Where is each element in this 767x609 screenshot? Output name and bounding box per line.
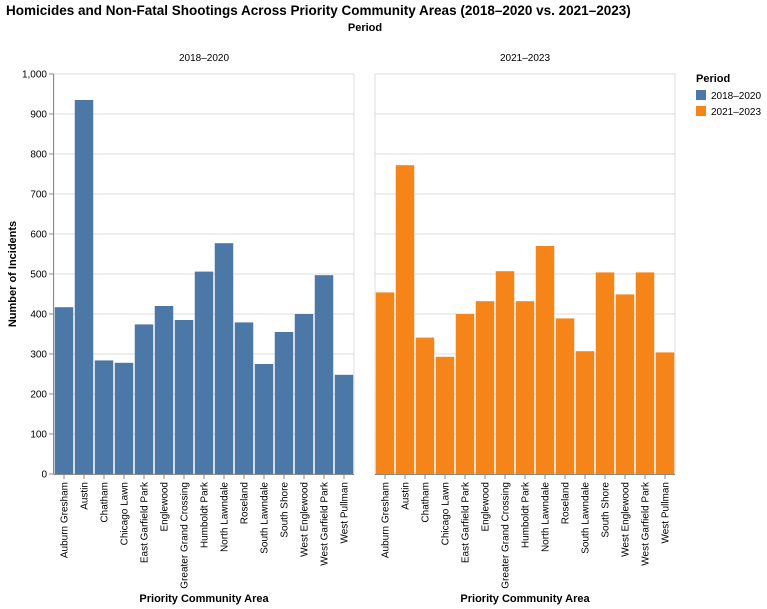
facet-panel: 2021–2023 Auburn Gresham Austin Chatham Chic… <box>374 53 676 605</box>
x-tick-label: Humboldt Park <box>200 481 211 548</box>
bar <box>334 374 354 474</box>
x-tick-label: West Garfield Park <box>320 481 331 566</box>
x-tick-label: Roseland <box>240 482 251 524</box>
y-tick-label: 300 <box>30 350 47 361</box>
x-tick-label: West Englewood <box>300 482 311 557</box>
x-tick-label: West Pullman <box>661 482 672 544</box>
x-tick-label: Chicago Lawn <box>441 482 452 545</box>
x-tick-label: Humboldt Park <box>521 481 532 548</box>
bar <box>194 271 214 474</box>
x-tick-label: East Garfield Park <box>461 481 472 563</box>
legend-swatch <box>696 106 706 116</box>
bar <box>475 301 495 474</box>
y-tick-label: 700 <box>30 190 47 201</box>
x-tick-label: West Englewood <box>621 482 632 557</box>
bar <box>655 352 675 474</box>
bar <box>595 272 615 474</box>
x-tick-label: North Lawndale <box>541 482 552 552</box>
x-tick-label: Englewood <box>160 482 171 531</box>
y-tick-label: 200 <box>30 390 47 401</box>
legend-title: Period <box>696 73 730 85</box>
bar <box>395 165 415 474</box>
bar <box>455 314 475 474</box>
bar <box>635 272 655 474</box>
column-header-title: Period <box>348 22 382 34</box>
x-tick-label: North Lawndale <box>220 482 231 552</box>
bar <box>415 337 435 474</box>
bar <box>294 314 314 474</box>
bar <box>254 364 274 474</box>
bar <box>134 324 154 474</box>
x-tick-label: Chicago Lawn <box>120 482 131 545</box>
x-axis-title: Priority Community Area <box>460 593 590 605</box>
legend-swatch <box>696 90 706 100</box>
y-tick-label: 400 <box>30 310 47 321</box>
x-tick-label: East Garfield Park <box>140 481 151 563</box>
y-tick-label: 500 <box>30 270 47 281</box>
x-tick-label: South Lawndale <box>260 482 271 554</box>
bar <box>375 292 395 474</box>
bar <box>114 362 134 474</box>
y-tick-label: 1,000 <box>22 70 47 81</box>
x-tick-label: South Lawndale <box>581 482 592 554</box>
bar <box>154 306 174 474</box>
x-axis-title: Priority Community Area <box>139 593 269 605</box>
chart-title: Homicides and Non-Fatal Shootings Across… <box>6 3 631 18</box>
y-axis: 0 100 200 300 400 500 600 700 800 900 1,000 <box>22 70 54 481</box>
bar <box>74 100 94 474</box>
y-tick-label: 800 <box>30 150 47 161</box>
bar <box>515 301 535 474</box>
x-tick-label: Auburn Gresham <box>60 482 71 558</box>
x-tick-label: South Shore <box>280 482 291 538</box>
x-tick-label: Chatham <box>100 482 111 523</box>
x-tick-label: Englewood <box>481 482 492 531</box>
legend: Period 2018–2020 2021–2023 <box>696 73 761 118</box>
bar <box>234 322 254 474</box>
facet-label: 2018–2020 <box>179 53 229 64</box>
facet-panel: 2018–2020 Auburn Gresham Austin Chatham Chic… <box>53 53 355 605</box>
bar <box>54 307 74 474</box>
bar <box>435 356 455 474</box>
bar <box>214 243 234 474</box>
bar <box>495 271 515 474</box>
facet-panels: 2018–2020 Auburn Gresham Austin Chatham Chic… <box>22 53 676 605</box>
x-tick-label: Greater Grand Crossing <box>180 482 191 589</box>
bar <box>555 318 575 474</box>
bar <box>615 294 635 474</box>
y-tick-label: 900 <box>30 110 47 121</box>
bar <box>174 320 194 474</box>
x-tick-label: Roseland <box>561 482 572 524</box>
legend-label: 2021–2023 <box>711 107 761 118</box>
x-tick-label: Auburn Gresham <box>381 482 392 558</box>
x-tick-label: Austin <box>401 482 412 510</box>
bar <box>94 360 114 474</box>
y-tick-label: 100 <box>30 430 47 441</box>
x-tick-label: Chatham <box>421 482 432 523</box>
x-tick-label: West Garfield Park <box>641 481 652 566</box>
facet-label: 2021–2023 <box>500 53 550 64</box>
legend-label: 2018–2020 <box>711 91 761 102</box>
y-tick-label: 600 <box>30 230 47 241</box>
x-tick-label: Austin <box>80 482 91 510</box>
x-tick-label: Greater Grand Crossing <box>501 482 512 589</box>
x-tick-label: South Shore <box>601 482 612 538</box>
bar <box>535 246 555 474</box>
x-tick-label: West Pullman <box>340 482 351 544</box>
y-axis-title: Number of Incidents <box>7 221 19 327</box>
bar <box>575 351 595 474</box>
bar <box>274 332 294 474</box>
y-tick-label: 0 <box>41 470 47 481</box>
bar <box>314 275 334 474</box>
